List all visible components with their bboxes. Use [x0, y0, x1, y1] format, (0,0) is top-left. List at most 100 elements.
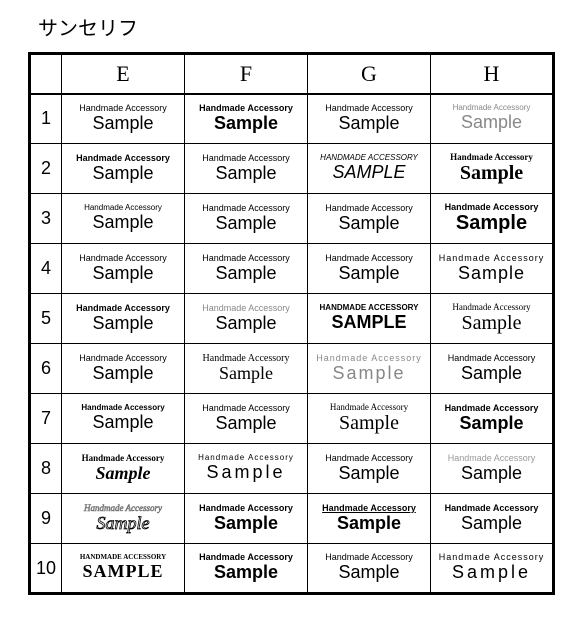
- row-number: 7: [30, 394, 62, 444]
- font-sample-cell: Handmade AccessorySample: [62, 494, 185, 544]
- font-sample-cell: Handmade AccessorySample: [185, 94, 308, 144]
- sample-main: Sample: [310, 364, 428, 384]
- font-sample-cell: HANDMADE ACCESSORYSAMPLE: [308, 144, 431, 194]
- sample-main: Sample: [433, 514, 550, 534]
- font-sample-cell: Handmade AccessorySample: [185, 394, 308, 444]
- font-sample-cell: Handmade AccessorySample: [62, 94, 185, 144]
- font-sample-cell: Handmade AccessorySample: [62, 344, 185, 394]
- font-sample-table: E F G H 1Handmade AccessorySampleHandmad…: [28, 52, 555, 595]
- table-row: 7Handmade AccessorySampleHandmade Access…: [30, 394, 554, 444]
- sample-main: Sample: [310, 563, 428, 583]
- table-row: 8Handmade AccessorySampleHandmade Access…: [30, 444, 554, 494]
- row-number: 9: [30, 494, 62, 544]
- font-sample-cell: Handmade AccessorySample: [431, 244, 554, 294]
- font-sample-cell: Handmade AccessorySample: [308, 494, 431, 544]
- table-row: 10HANDMADE ACCESSORYSAMPLEHandmade Acces…: [30, 544, 554, 594]
- table-row: 3Handmade AccessorySampleHandmade Access…: [30, 194, 554, 244]
- col-header-h: H: [431, 54, 554, 94]
- font-sample-cell: Handmade AccessorySample: [185, 444, 308, 494]
- sample-main: Sample: [187, 414, 305, 434]
- table-row: 9Handmade AccessorySampleHandmade Access…: [30, 494, 554, 544]
- font-sample-cell: Handmade AccessorySample: [185, 544, 308, 594]
- sample-main: Sample: [64, 364, 182, 384]
- row-number: 3: [30, 194, 62, 244]
- sample-main: Sample: [64, 514, 182, 534]
- sample-subtitle: Handmade Accessory: [433, 153, 550, 163]
- sample-main: Sample: [187, 164, 305, 184]
- table-row: 1Handmade AccessorySampleHandmade Access…: [30, 94, 554, 144]
- sample-main: Sample: [310, 114, 428, 134]
- sample-main: Sample: [433, 312, 550, 334]
- row-number: 10: [30, 544, 62, 594]
- sample-main: Sample: [64, 314, 182, 334]
- font-sample-cell: Handmade AccessorySample: [431, 494, 554, 544]
- font-sample-cell: Handmade AccessorySample: [308, 344, 431, 394]
- sample-main: Sample: [64, 413, 182, 433]
- sample-main: Sample: [64, 464, 182, 484]
- sample-main: Sample: [187, 563, 305, 583]
- font-sample-cell: Handmade AccessorySample: [431, 144, 554, 194]
- sample-main: Sample: [64, 114, 182, 134]
- table-row: 6Handmade AccessorySampleHandmade Access…: [30, 344, 554, 394]
- font-sample-cell: Handmade AccessorySample: [431, 394, 554, 444]
- table-row: 2Handmade AccessorySampleHandmade Access…: [30, 144, 554, 194]
- sample-main: Sample: [64, 164, 182, 184]
- header-row: E F G H: [30, 54, 554, 94]
- font-sample-cell: Handmade AccessorySample: [185, 244, 308, 294]
- font-sample-cell: Handmade AccessorySample: [431, 294, 554, 344]
- font-sample-cell: HANDMADE ACCESSORYSAMPLE: [62, 544, 185, 594]
- sample-main: Sample: [310, 214, 428, 234]
- sample-main: Sample: [433, 414, 550, 434]
- row-number: 2: [30, 144, 62, 194]
- sample-main: Sample: [64, 264, 182, 284]
- sample-main: Sample: [187, 314, 305, 334]
- sample-main: Sample: [310, 464, 428, 484]
- corner-cell: [30, 54, 62, 94]
- sample-main: Sample: [433, 113, 550, 133]
- sample-main: Sample: [433, 364, 550, 384]
- row-number: 6: [30, 344, 62, 394]
- sample-main: Sample: [187, 364, 305, 384]
- page-title: サンセリフ: [38, 12, 138, 41]
- sample-main: Sample: [310, 264, 428, 284]
- font-sample-cell: Handmade AccessorySample: [62, 144, 185, 194]
- sample-main: Sample: [310, 412, 428, 434]
- sample-subtitle: Handmade Accessory: [433, 303, 550, 313]
- sample-main: Sample: [64, 213, 182, 233]
- font-sample-cell: Handmade AccessorySample: [185, 194, 308, 244]
- font-sample-cell: Handmade AccessorySample: [185, 144, 308, 194]
- table-row: 5Handmade AccessorySampleHandmade Access…: [30, 294, 554, 344]
- font-sample-cell: Handmade AccessorySample: [185, 294, 308, 344]
- font-sample-cell: Handmade AccessorySample: [308, 94, 431, 144]
- font-sample-cell: Handmade AccessorySample: [431, 444, 554, 494]
- font-sample-cell: Handmade AccessorySample: [308, 444, 431, 494]
- font-sample-cell: Handmade AccessorySample: [431, 194, 554, 244]
- sample-main: Sample: [433, 212, 550, 234]
- sample-main: Sample: [187, 463, 305, 483]
- font-sample-cell: Handmade AccessorySample: [308, 244, 431, 294]
- col-header-f: F: [185, 54, 308, 94]
- table-row: 4Handmade AccessorySampleHandmade Access…: [30, 244, 554, 294]
- col-header-e: E: [62, 54, 185, 94]
- row-number: 8: [30, 444, 62, 494]
- sample-main: Sample: [187, 114, 305, 134]
- row-number: 1: [30, 94, 62, 144]
- font-sample-cell: Handmade AccessorySample: [62, 244, 185, 294]
- sample-main: Sample: [187, 264, 305, 284]
- sample-main: Sample: [310, 514, 428, 534]
- font-sample-cell: Handmade AccessorySample: [431, 94, 554, 144]
- font-sample-cell: HANDMADE ACCESSORYSAMPLE: [308, 294, 431, 344]
- font-sample-cell: Handmade AccessorySample: [62, 394, 185, 444]
- font-sample-cell: Handmade AccessorySample: [431, 344, 554, 394]
- font-sample-cell: Handmade AccessorySample: [62, 194, 185, 244]
- font-sample-cell: Handmade AccessorySample: [62, 294, 185, 344]
- row-number: 5: [30, 294, 62, 344]
- sample-main: Sample: [433, 162, 550, 184]
- sample-main: SAMPLE: [310, 163, 428, 183]
- sample-main: Sample: [433, 563, 550, 583]
- font-sample-cell: Handmade AccessorySample: [308, 194, 431, 244]
- sample-subtitle: Handmade Accessory: [310, 403, 428, 413]
- row-number: 4: [30, 244, 62, 294]
- col-header-g: G: [308, 54, 431, 94]
- font-sample-cell: Handmade AccessorySample: [308, 544, 431, 594]
